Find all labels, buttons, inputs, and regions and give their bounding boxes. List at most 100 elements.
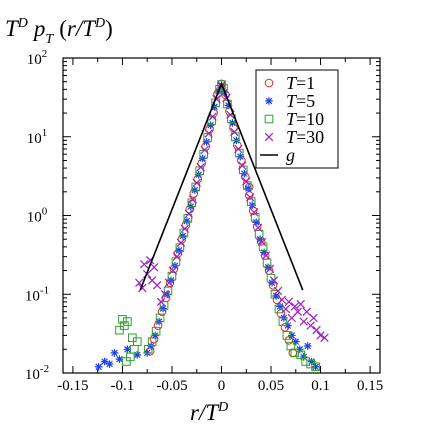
data-point [188, 195, 197, 204]
data-point [159, 304, 167, 313]
data-point [94, 362, 103, 371]
data-point [257, 237, 267, 247]
y-axis-label: TD pT (r/TD) [5, 16, 113, 47]
data-point [306, 359, 315, 369]
data-point [278, 317, 288, 326]
data-point [284, 297, 294, 307]
data-point [179, 232, 187, 240]
data-point [244, 182, 254, 192]
data-point [110, 349, 119, 357]
x-tick-label: 0.1 [311, 378, 330, 394]
data-point [230, 127, 239, 137]
x-label-D: D [217, 400, 228, 415]
data-point [100, 357, 109, 366]
data-point [299, 317, 308, 326]
y-tick-label: 10-1 [25, 284, 49, 304]
data-point [249, 208, 259, 217]
legend-label: T=10 [286, 109, 324, 129]
data-point [302, 307, 311, 316]
data-point [301, 357, 311, 366]
data-point [105, 360, 114, 368]
data-point [202, 138, 211, 146]
data-point [183, 217, 191, 225]
legend-marker [264, 78, 274, 88]
data-point [172, 252, 182, 261]
data-point [151, 326, 161, 336]
data-point [133, 351, 142, 359]
data-point [156, 297, 166, 307]
data-point [160, 290, 170, 299]
y-label-T: T [5, 16, 20, 41]
data-point [120, 321, 129, 330]
data-point [274, 304, 284, 314]
data-point [147, 276, 157, 285]
data-point [164, 278, 174, 287]
plot-layer [94, 79, 329, 372]
legend-label: T=5 [286, 91, 315, 111]
data-point [273, 286, 283, 296]
x-axis-label: r/TD [190, 400, 228, 425]
data-point [293, 307, 303, 316]
legend-label: T=1 [286, 73, 315, 93]
data-point [242, 177, 251, 186]
data-point [307, 357, 316, 366]
data-point [261, 251, 271, 260]
data-point [234, 144, 243, 154]
legend-marker [265, 97, 273, 105]
legend-label: g [286, 145, 295, 165]
data-point [244, 184, 253, 193]
x-tick-label: 0.05 [258, 378, 284, 394]
y-tick-label: 102 [27, 48, 48, 68]
data-point [246, 193, 255, 202]
data-point [272, 292, 280, 300]
data-point [260, 248, 268, 257]
data-point [149, 263, 159, 272]
data-point [277, 295, 287, 305]
y-label-D1: D [17, 16, 28, 31]
x-label-T: T [205, 400, 220, 425]
data-point [299, 353, 308, 361]
data-point [163, 286, 173, 296]
y-label-T2: T [82, 16, 97, 41]
data-point [143, 344, 153, 354]
data-point [269, 276, 279, 285]
data-point [163, 290, 171, 299]
axis-layer: -0.15 -0.1 -0.05 0 0.05 0.1 0.15 10-2 10-1 100 101… [25, 48, 383, 394]
data-point [122, 357, 131, 366]
data-point [266, 273, 276, 283]
data-point [168, 266, 178, 275]
data-point [291, 337, 300, 346]
y-label-sub: T [45, 32, 54, 47]
y-tick-label: 101 [27, 127, 48, 147]
data-point [276, 302, 284, 311]
data-point [192, 178, 201, 188]
data-point [244, 191, 254, 200]
data-point [196, 163, 205, 172]
legend-marker [264, 114, 274, 124]
data-point [175, 246, 183, 255]
data-point [309, 313, 318, 323]
y-label-D2: D [94, 16, 105, 31]
data-point [306, 321, 315, 330]
y-label-open: ( [59, 16, 67, 41]
curve-g [139, 81, 304, 291]
y-label-close: ) [105, 16, 113, 41]
data-point [238, 161, 247, 170]
data-point [155, 313, 165, 323]
data-point [256, 235, 264, 244]
legend-marker [264, 132, 274, 142]
data-point [184, 209, 194, 219]
data-point [311, 362, 320, 372]
data-point [147, 342, 155, 350]
x-tick-label: -0.05 [156, 378, 187, 394]
data-point [252, 218, 260, 227]
data-point [200, 145, 209, 155]
data-point [159, 301, 169, 310]
data-point [190, 186, 199, 194]
data-point [284, 321, 292, 330]
data-point [281, 304, 291, 314]
y-label-p: p [32, 16, 46, 41]
data-point [303, 342, 312, 350]
x-tick-label: -0.15 [57, 378, 88, 394]
data-point [290, 348, 300, 358]
